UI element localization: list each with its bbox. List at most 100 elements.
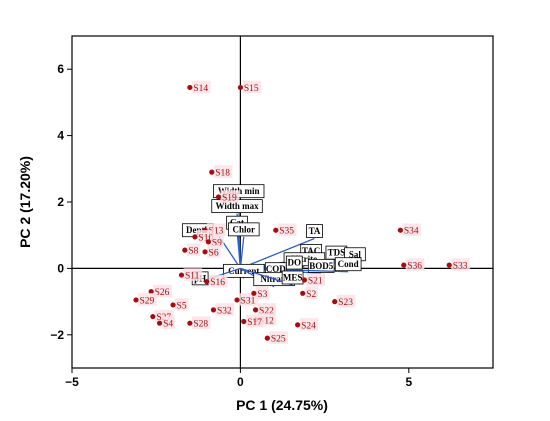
loading-label: Chlor: [233, 224, 256, 234]
sample-label: S9: [212, 238, 222, 248]
loading-label-box: [334, 257, 362, 272]
sample-point: [156, 320, 163, 326]
sample-point: [397, 227, 403, 233]
sample-label: S11: [185, 272, 200, 282]
sample-point: [148, 289, 154, 295]
y-tick-label: 2: [57, 195, 64, 209]
loading-label: DO: [288, 258, 302, 268]
sample-label: S33: [453, 262, 468, 272]
point-label-bg: [175, 298, 189, 311]
sample-point: [252, 307, 259, 313]
sample-point: [178, 272, 185, 278]
sample-label: S15: [244, 84, 259, 94]
point-label-bg: [213, 165, 233, 178]
sample-point: [401, 262, 407, 268]
point-label-bg: [402, 223, 422, 236]
point-label-bg: [245, 314, 265, 328]
y-tick-label: 4: [57, 129, 64, 143]
point-label-bg: [191, 316, 211, 329]
sample-point: [209, 169, 215, 175]
sample-point: [187, 320, 193, 326]
loading-label: COD: [266, 264, 287, 274]
sample-label: S2: [306, 290, 316, 300]
sample-point: [264, 335, 270, 341]
point-label-bg: [269, 331, 289, 344]
point-label-bg: [306, 273, 326, 286]
sample-point: [205, 239, 212, 245]
sample-label: S4: [163, 320, 173, 330]
sample-point: [187, 84, 193, 91]
point-label-bg: [207, 245, 221, 258]
point-label-bg: [451, 258, 470, 271]
point-label-bg: [257, 303, 277, 316]
point-label-bg: [242, 80, 262, 94]
loading-label: TDS: [328, 248, 346, 258]
point-label-bg: [299, 318, 319, 331]
sample-label: S19: [222, 194, 237, 204]
zero-lines: [72, 36, 493, 368]
point-label-bg: [208, 274, 228, 288]
sample-point: [182, 247, 188, 253]
sample-point: [210, 307, 217, 313]
loading-label-box: [281, 270, 304, 285]
sample-label: S12: [259, 316, 274, 326]
sample-label: S3: [257, 290, 267, 300]
sample-point: [237, 84, 243, 91]
sample-point: [273, 227, 279, 233]
point-label-bg: [215, 303, 235, 316]
loading-label: Width max: [215, 201, 259, 211]
loading-label: MES: [283, 273, 303, 283]
sample-label: S21: [308, 277, 323, 287]
sample-point: [301, 277, 307, 283]
sample-point: [170, 302, 176, 308]
sample-point: [295, 322, 301, 328]
loading-vector: [236, 230, 242, 269]
point-label-bg: [405, 258, 425, 271]
sample-label: S22: [259, 306, 274, 316]
loading-label: TA: [309, 226, 321, 236]
x-tick-label: 5: [405, 375, 412, 389]
x-axis-label: PC 1 (24.75%): [236, 397, 328, 413]
sample-label: S16: [210, 278, 225, 288]
sample-point: [192, 234, 198, 240]
sample-label: S6: [209, 248, 219, 258]
sample-point: [332, 299, 338, 305]
sample-point: [234, 297, 240, 303]
sample-label: S34: [404, 227, 419, 237]
loading-label-box: [227, 222, 260, 237]
loading-label: TAC: [302, 246, 320, 256]
y-tick-label: 0: [57, 261, 64, 275]
sample-label: S35: [279, 227, 294, 237]
point-label-bg: [153, 284, 172, 298]
sample-label: S17: [247, 318, 262, 328]
sample-point: [150, 313, 156, 320]
point-label-bg: [239, 293, 258, 306]
sample-point: [202, 249, 208, 255]
sample-label: S8: [188, 247, 198, 257]
sample-label: S13: [209, 227, 224, 237]
sample-label: S29: [139, 296, 154, 306]
sample-point: [241, 318, 247, 325]
point-label-bg: [137, 293, 157, 306]
point-label-bg: [191, 80, 211, 94]
loading-label: Nitrite: [292, 254, 317, 264]
loading-label: Sal: [349, 249, 362, 259]
point-label-bg: [336, 294, 356, 308]
sample-label: S24: [301, 321, 316, 331]
sample-label: S36: [407, 262, 422, 272]
sample-point: [300, 290, 306, 296]
sample-point: [251, 290, 257, 296]
sample-label: S25: [271, 335, 286, 345]
point-label-bg: [277, 223, 297, 236]
sample-label: S18: [215, 169, 230, 179]
loading-label-box: [306, 224, 323, 238]
loading-label-box: [307, 258, 335, 273]
sample-label: S14: [193, 84, 208, 94]
point-label-bg: [304, 286, 319, 300]
point-label-bg: [210, 235, 224, 248]
sample-point: [446, 262, 452, 268]
sample-label: S28: [193, 320, 208, 330]
loading-label: Cond: [338, 259, 359, 269]
